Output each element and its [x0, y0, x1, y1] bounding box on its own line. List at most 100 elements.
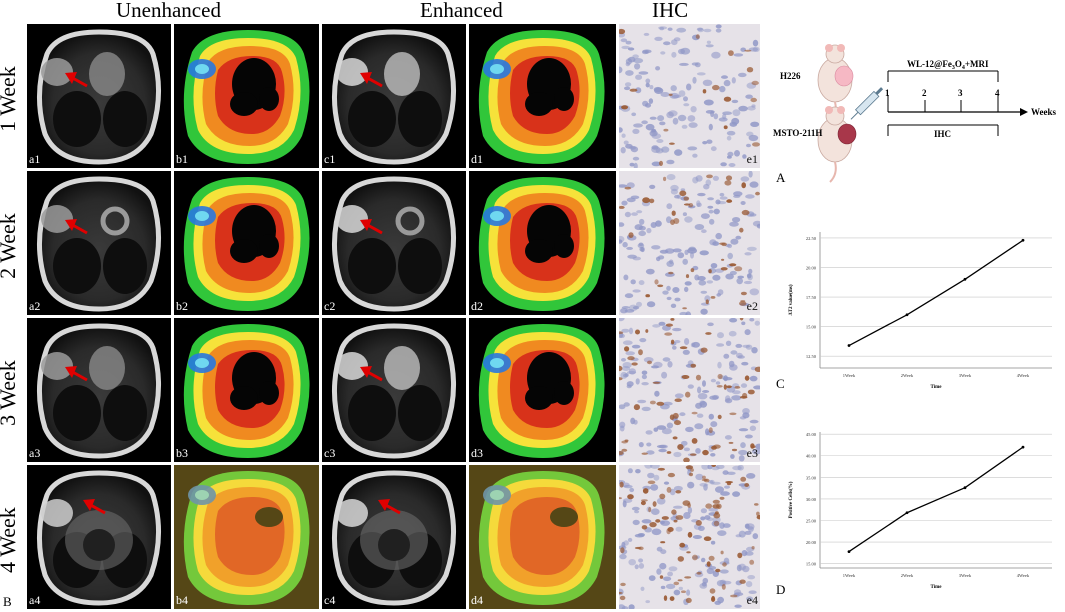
- panel-image-c4: [332, 470, 456, 606]
- panel-d2: d2: [469, 171, 616, 315]
- panel-d3: d3: [469, 318, 616, 462]
- x-axis-label: Time: [930, 585, 942, 590]
- panel-image-a1: [37, 29, 161, 165]
- x-tick-label: 2Week: [901, 573, 914, 578]
- panel-image-a3: [37, 323, 161, 459]
- series-line: [848, 446, 1024, 553]
- panel-tag-e3: e3: [746, 446, 758, 460]
- panel-b3: b3: [174, 318, 319, 462]
- chart-c: 12.50 15.00 17.50 20.00 22.50 1Week 2Week 3Week…: [770, 220, 1062, 400]
- panel-tag-d2: d2: [471, 299, 483, 313]
- panel-tag-d3: d3: [471, 446, 483, 460]
- protocol-label: WL-12@Fe3O4+MRI: [907, 59, 989, 71]
- panel-image-c1: [332, 29, 456, 165]
- panel-letter-d: D: [776, 582, 786, 597]
- chart-c-svg: 12.50 15.00 17.50 20.00 22.50 1Week 2Week 3Week…: [789, 232, 1052, 390]
- panel-image-d3: [469, 318, 616, 462]
- panel-tag-c4: c4: [324, 593, 336, 607]
- panel-b1: b1: [174, 24, 319, 168]
- panel-e3: e3: [619, 318, 760, 462]
- panel-c4: c4: [322, 465, 466, 609]
- panel-a3: a3: [27, 318, 171, 462]
- header-ihc: IHC: [652, 0, 689, 22]
- panel-tag-e1: e1: [746, 152, 758, 166]
- panel-a4: a4: [27, 465, 171, 609]
- cell-line-msto: MSTO-211H: [773, 128, 822, 138]
- panel-image-e2: [619, 171, 760, 315]
- panel-b2: b2: [174, 171, 319, 315]
- panel-image-a2: [37, 176, 161, 312]
- panel-d4: d4: [469, 465, 616, 609]
- panel-tag-a1: a1: [29, 152, 41, 166]
- y-tick-label: 25.00: [806, 519, 817, 524]
- panel-image-e4: [619, 465, 760, 609]
- data-point: [1021, 238, 1025, 242]
- panel-e2: e2: [619, 171, 760, 315]
- data-point: [963, 277, 967, 281]
- y-tick-label: 22.50: [806, 236, 817, 241]
- panel-e4: e4: [619, 465, 760, 609]
- row-label-4: 4 Week: [0, 507, 20, 573]
- panel-image-b3: [174, 318, 319, 462]
- panel-c2: c2: [322, 171, 466, 315]
- panel-tag-c3: c3: [324, 446, 336, 460]
- panel-image-b2: [174, 171, 319, 315]
- data-point: [847, 344, 851, 347]
- y-tick-label: 30.00: [806, 497, 817, 502]
- x-tick-label: 3Week: [959, 373, 972, 378]
- header-enhanced: Enhanced: [420, 0, 503, 22]
- schema-panel: H226 MSTO-211H WL-12@Fe3O4+MRI 1 2 3 4 W…: [772, 40, 1062, 190]
- x-tick-label: 1Week: [843, 573, 856, 578]
- panel-image-c2: [332, 176, 456, 312]
- panel-letter-b: B: [3, 594, 12, 609]
- x-axis-label: Time: [930, 385, 942, 390]
- y-tick-label: 15.00: [806, 562, 817, 567]
- weeks-axis-label: Weeks: [1031, 107, 1056, 117]
- panel-tag-b2: b2: [176, 299, 188, 313]
- y-tick-label: 40.00: [806, 454, 817, 459]
- panel-tag-e4: e4: [746, 593, 758, 607]
- y-tick-label: 35.00: [806, 475, 817, 480]
- panel-image-d4: [469, 465, 616, 609]
- panel-tag-b3: b3: [176, 446, 188, 460]
- series-line: [848, 239, 1024, 347]
- panel-tag-d1: d1: [471, 152, 483, 166]
- panel-image-a4: [37, 470, 161, 606]
- panel-tag-e2: e2: [746, 299, 758, 313]
- header-unenhanced: Unenhanced: [116, 0, 221, 22]
- week-tick-1: 1: [885, 88, 890, 98]
- data-point: [963, 486, 967, 490]
- y-axis-label: ΔT2 value(ms): [789, 284, 794, 315]
- row-label-1: 1 Week: [0, 66, 20, 132]
- y-axis-label: Positive Cells(%): [789, 481, 794, 518]
- schema-diagram: H226 MSTO-211H WL-12@Fe3O4+MRI 1 2 3 4 W…: [773, 44, 1056, 183]
- y-tick-label: 20.00: [806, 540, 817, 545]
- panel-tag-b4: b4: [176, 593, 188, 607]
- y-tick-label: 17.50: [806, 295, 817, 300]
- panel-d1: d1: [469, 24, 616, 168]
- week-tick-4: 4: [995, 88, 1000, 98]
- cell-line-h226: H226: [780, 71, 801, 81]
- x-tick-label: 3Week: [959, 573, 972, 578]
- chart-d: 15.00 20.00 25.00 30.00 35.00 40.00 45.00 1Week…: [770, 420, 1062, 600]
- week-tick-3: 3: [958, 88, 963, 98]
- week-tick-2: 2: [922, 88, 927, 98]
- panel-image-b4: [174, 465, 319, 609]
- panel-a1: a1: [27, 24, 171, 168]
- mouse-icon-bottom: [817, 106, 857, 183]
- y-tick-label: 45.00: [806, 432, 817, 437]
- panel-e1: e1: [619, 24, 760, 168]
- panel-tag-c2: c2: [324, 299, 336, 313]
- panel-b4: b4: [174, 465, 319, 609]
- data-point: [905, 313, 909, 317]
- panel-tag-a2: a2: [29, 299, 41, 313]
- panel-tag-a3: a3: [29, 446, 41, 460]
- x-tick-label: 4Week: [1017, 373, 1030, 378]
- row-label-3: 3 Week: [0, 360, 20, 426]
- x-tick-label: 4Week: [1017, 573, 1030, 578]
- panel-image-e3: [619, 318, 760, 462]
- panel-tag-d4: d4: [471, 593, 483, 607]
- panel-tag-c1: c1: [324, 152, 336, 166]
- panel-image-d1: [469, 24, 616, 168]
- y-tick-label: 15.00: [806, 325, 817, 330]
